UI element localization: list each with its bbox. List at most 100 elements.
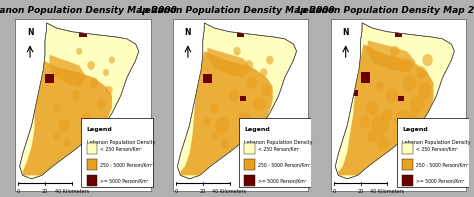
Circle shape <box>76 48 82 55</box>
Polygon shape <box>338 44 434 175</box>
Circle shape <box>416 66 427 79</box>
Circle shape <box>371 115 389 136</box>
Circle shape <box>82 112 92 125</box>
Circle shape <box>375 81 384 92</box>
Circle shape <box>397 134 408 146</box>
Title: Lebanon Population Density Map 2000: Lebanon Population Density Map 2000 <box>0 6 177 15</box>
Bar <box>353 90 357 96</box>
Circle shape <box>422 54 433 66</box>
Title: Lebanon Population Density Map 2009: Lebanon Population Density Map 2009 <box>139 6 335 15</box>
Polygon shape <box>207 48 252 78</box>
Text: Legend: Legend <box>402 127 428 132</box>
Text: 250 - 5000 Person/Km²: 250 - 5000 Person/Km² <box>258 162 310 167</box>
Bar <box>402 143 413 154</box>
Bar <box>398 96 404 101</box>
Bar <box>240 96 246 101</box>
Text: 250 - 5000 Person/Km²: 250 - 5000 Person/Km² <box>100 162 153 167</box>
Bar <box>245 175 255 186</box>
Bar <box>79 30 87 37</box>
Text: Legend: Legend <box>245 127 270 132</box>
Title: Lebanon Population Density Map 2018: Lebanon Population Density Map 2018 <box>297 6 474 15</box>
Polygon shape <box>177 23 297 179</box>
Circle shape <box>72 90 81 101</box>
Polygon shape <box>181 51 273 175</box>
Polygon shape <box>23 60 112 175</box>
Text: >= 5000 Person/Km²: >= 5000 Person/Km² <box>258 178 307 183</box>
Polygon shape <box>19 23 139 179</box>
Text: 40 Kilometers: 40 Kilometers <box>370 189 404 194</box>
Circle shape <box>408 110 417 120</box>
Circle shape <box>215 117 229 135</box>
Bar <box>395 30 402 37</box>
Text: < 250 Person/Km²: < 250 Person/Km² <box>416 146 458 151</box>
Circle shape <box>53 104 61 112</box>
Text: 0: 0 <box>174 189 178 194</box>
FancyBboxPatch shape <box>82 118 153 187</box>
Circle shape <box>367 130 378 143</box>
Bar <box>402 175 413 186</box>
Circle shape <box>109 57 115 64</box>
Circle shape <box>229 89 239 102</box>
Circle shape <box>382 109 392 121</box>
Circle shape <box>97 99 106 110</box>
Circle shape <box>386 88 398 103</box>
Text: N: N <box>342 28 349 37</box>
Text: 40 Kilometers: 40 Kilometers <box>55 189 89 194</box>
Circle shape <box>254 97 265 112</box>
Circle shape <box>87 61 95 70</box>
FancyBboxPatch shape <box>239 118 310 187</box>
Circle shape <box>366 101 378 115</box>
Text: Lebanon Population Density: Lebanon Population Density <box>87 140 155 145</box>
Circle shape <box>203 118 211 127</box>
Bar <box>87 143 97 154</box>
Circle shape <box>260 68 267 77</box>
FancyBboxPatch shape <box>397 118 468 187</box>
Text: 40 Kilometers: 40 Kilometers <box>212 189 246 194</box>
Bar <box>203 74 212 83</box>
Text: Legend: Legend <box>87 127 112 132</box>
Circle shape <box>246 77 257 89</box>
Circle shape <box>233 47 241 56</box>
Circle shape <box>401 58 413 72</box>
Polygon shape <box>49 55 87 87</box>
Circle shape <box>245 60 254 71</box>
Circle shape <box>64 139 71 148</box>
Text: < 250 Person/Km²: < 250 Person/Km² <box>100 146 142 151</box>
Polygon shape <box>366 41 416 72</box>
Circle shape <box>395 110 410 127</box>
Bar <box>245 159 255 170</box>
Circle shape <box>360 116 370 128</box>
Circle shape <box>58 119 70 133</box>
Text: Lebanon Population Density: Lebanon Population Density <box>245 140 313 145</box>
Bar <box>87 175 97 186</box>
Circle shape <box>238 112 250 126</box>
Circle shape <box>90 78 99 88</box>
Bar <box>245 143 255 154</box>
Bar <box>361 72 370 83</box>
Circle shape <box>54 133 60 140</box>
Circle shape <box>103 69 109 76</box>
Text: 20: 20 <box>200 189 206 194</box>
Text: 0: 0 <box>332 189 335 194</box>
Circle shape <box>210 103 219 113</box>
Bar <box>45 74 54 83</box>
Circle shape <box>220 138 229 149</box>
Circle shape <box>377 136 389 151</box>
Text: 20: 20 <box>357 189 364 194</box>
Circle shape <box>403 75 416 91</box>
Bar <box>402 159 413 170</box>
Polygon shape <box>335 23 455 179</box>
Bar <box>87 159 97 170</box>
Circle shape <box>418 82 431 98</box>
Circle shape <box>105 86 113 95</box>
Bar <box>237 30 245 37</box>
Circle shape <box>241 136 248 144</box>
Text: 250 - 5000 Person/Km²: 250 - 5000 Person/Km² <box>416 162 468 167</box>
Text: N: N <box>184 28 191 37</box>
Text: < 250 Person/Km²: < 250 Person/Km² <box>258 146 300 151</box>
Circle shape <box>410 96 425 113</box>
Text: >= 5000 Person/Km²: >= 5000 Person/Km² <box>100 178 149 183</box>
Text: N: N <box>27 28 33 37</box>
Circle shape <box>262 84 272 97</box>
Text: 20: 20 <box>42 189 48 194</box>
